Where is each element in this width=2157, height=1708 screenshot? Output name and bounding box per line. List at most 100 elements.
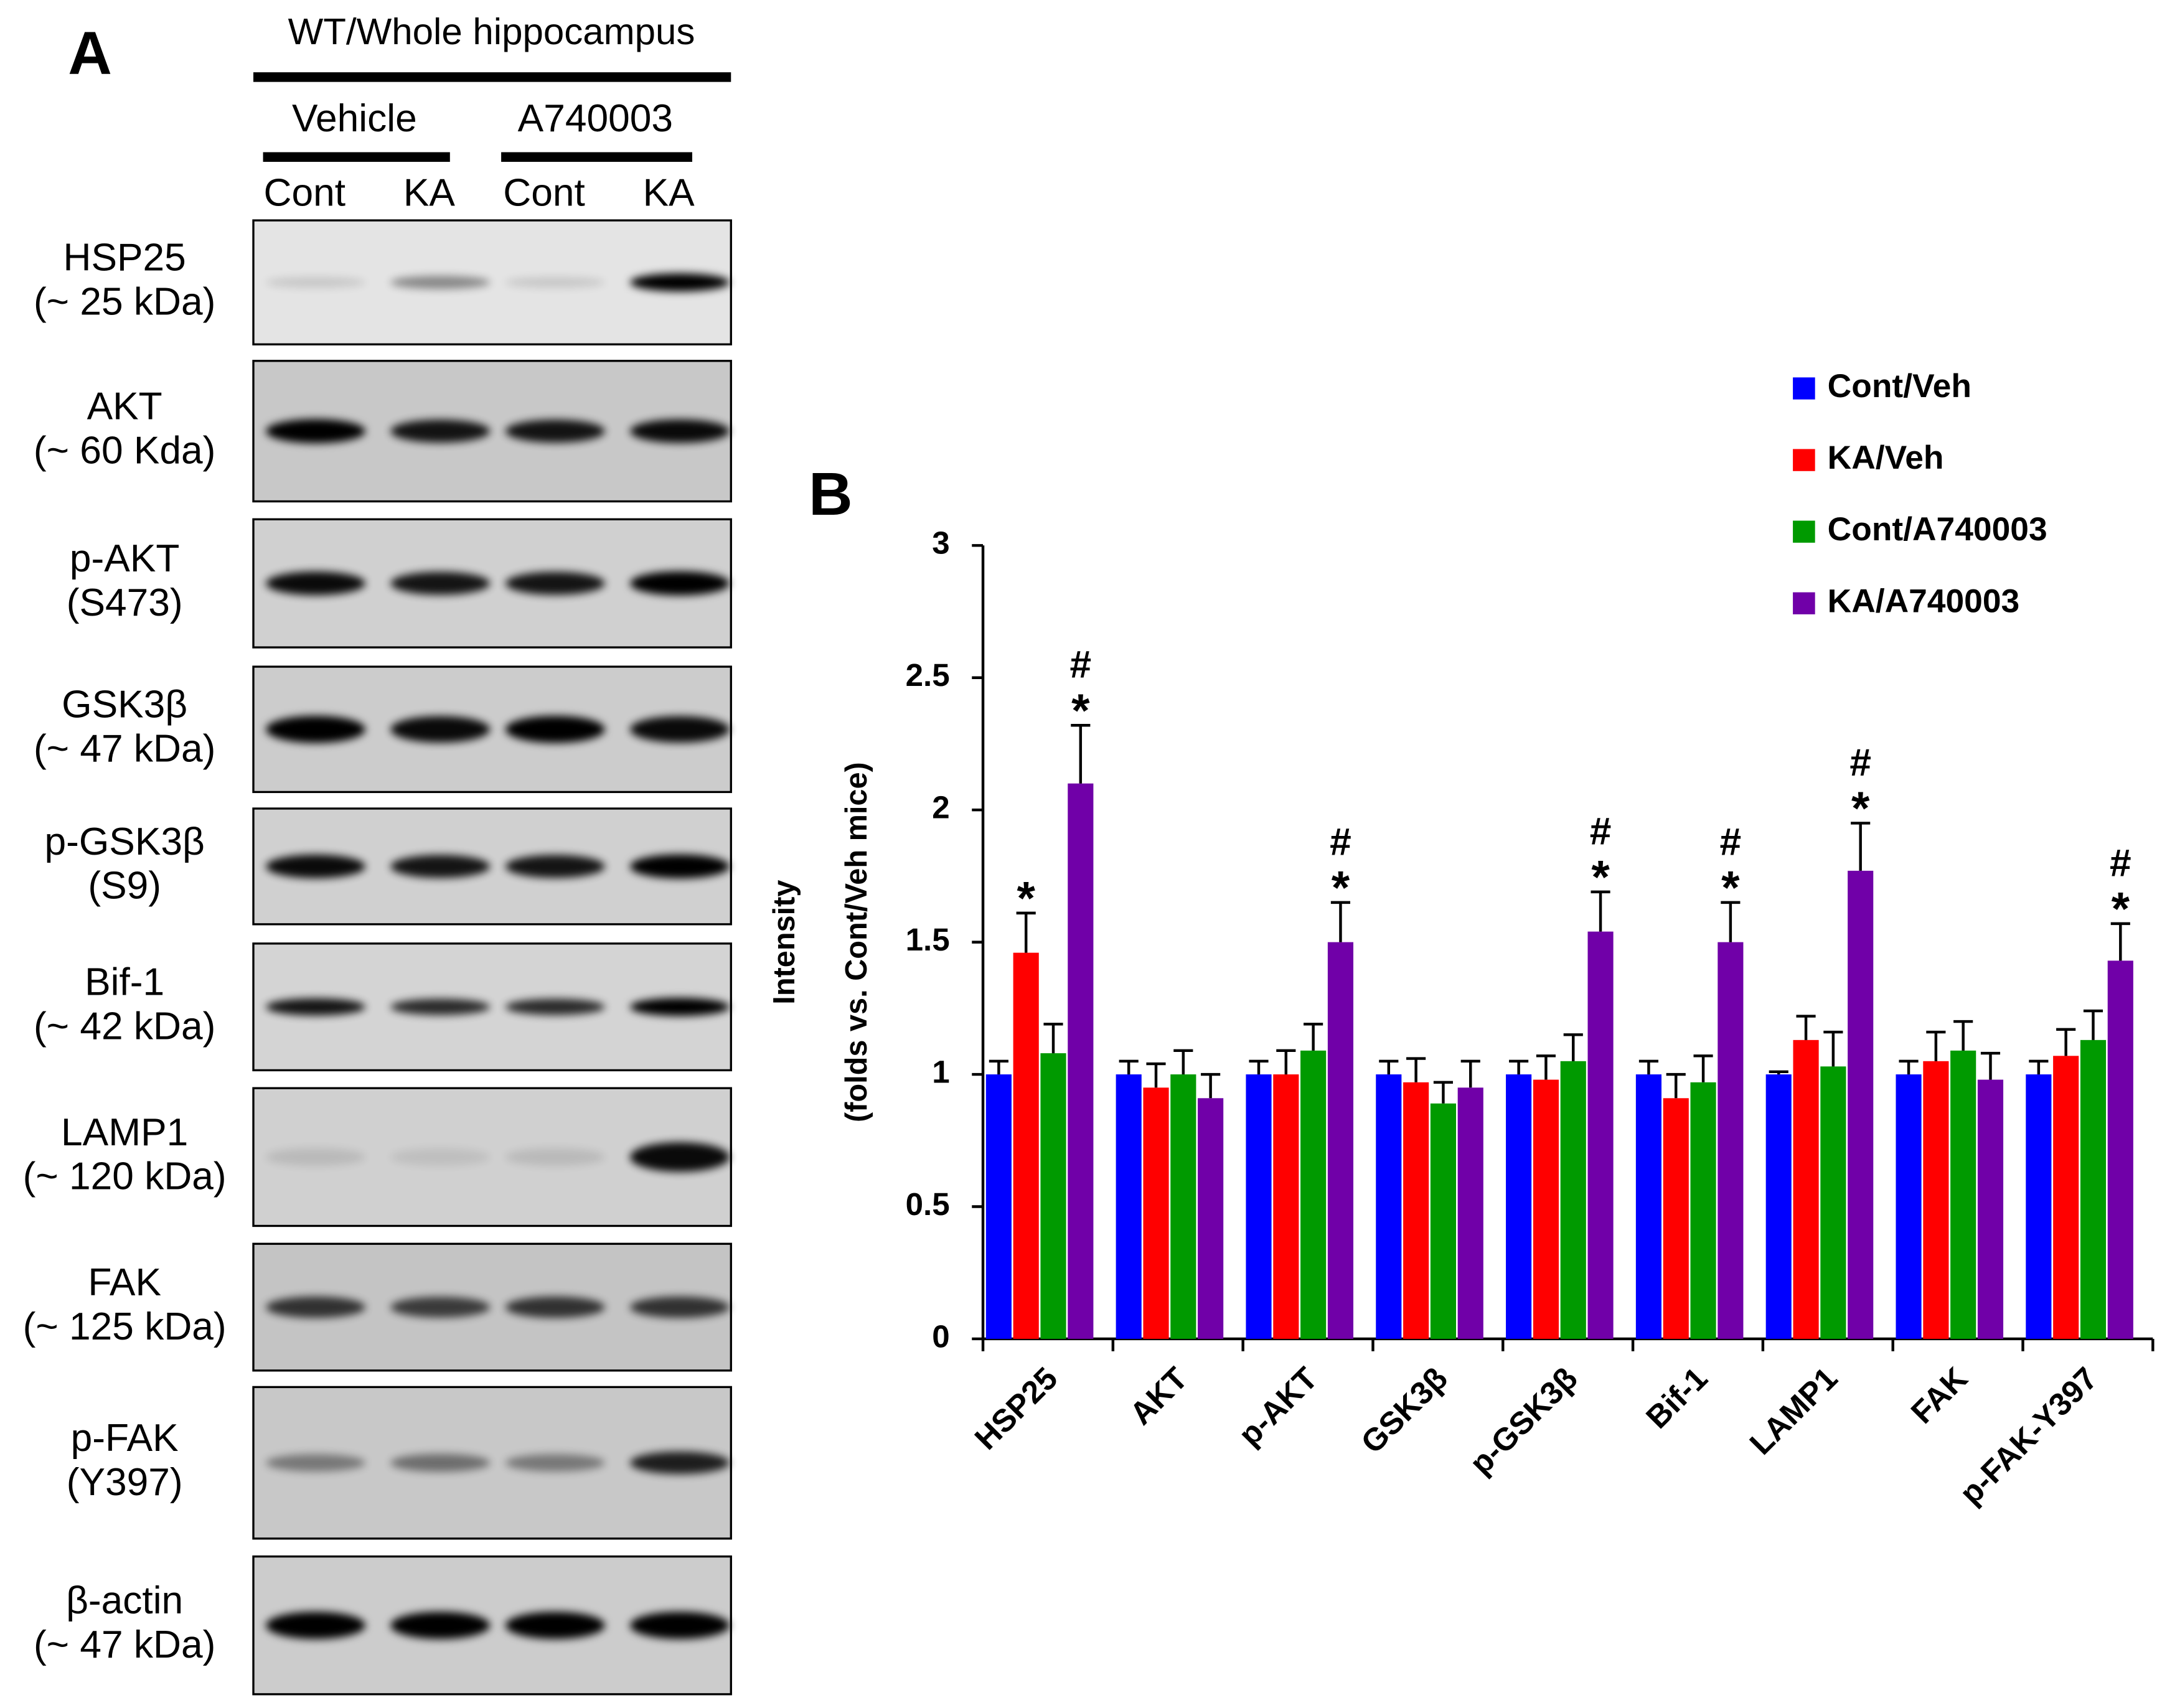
band <box>505 276 605 288</box>
bar <box>1533 1079 1559 1339</box>
error-bar <box>1721 901 1741 942</box>
error-bar <box>1071 724 1091 784</box>
error-bar <box>1119 1059 1139 1075</box>
band <box>266 571 366 596</box>
band <box>266 1148 366 1166</box>
error-bar <box>2083 1009 2103 1040</box>
bar <box>1506 1074 1532 1339</box>
significance-mark: * <box>2112 883 2130 935</box>
error-bar <box>1509 1059 1529 1075</box>
band <box>629 1296 730 1318</box>
protein-label: LAMP1 <box>61 1111 188 1154</box>
band <box>629 854 730 879</box>
error-bar <box>1693 1054 1713 1082</box>
error-bar <box>1276 1049 1296 1075</box>
band <box>629 1451 730 1475</box>
protein-label: AKT <box>87 385 162 428</box>
bar <box>1820 1066 1846 1339</box>
error-bar <box>1953 1020 1973 1051</box>
band <box>629 419 730 443</box>
bar <box>1430 1103 1457 1339</box>
protein-label: p-AKT <box>70 537 179 580</box>
legend-swatch <box>1793 377 1815 400</box>
x-tick-label: p-GSK3β <box>1463 1361 1584 1481</box>
y-tick-label: 0.5 <box>906 1186 950 1222</box>
band <box>505 571 605 595</box>
band <box>390 571 491 595</box>
protein-size: (S473) <box>67 581 183 624</box>
band <box>629 1612 730 1640</box>
error-bar <box>1146 1062 1166 1088</box>
x-tick-label: FAK <box>1904 1360 1975 1430</box>
band <box>505 1453 605 1472</box>
band <box>390 716 491 743</box>
error-bar <box>1460 1059 1480 1088</box>
error-bar <box>1796 1015 1816 1040</box>
lane-label: Cont <box>264 172 346 215</box>
significance-mark: * <box>1851 782 1870 835</box>
panel-label: B <box>809 460 853 528</box>
y-tick-label: 2 <box>932 790 949 825</box>
band <box>629 273 730 292</box>
band <box>390 1612 491 1640</box>
error-bar <box>1406 1057 1426 1082</box>
y-tick-label: 1.5 <box>906 922 950 957</box>
band <box>505 1296 605 1318</box>
bar <box>1143 1087 1169 1339</box>
error-bar <box>1433 1081 1454 1104</box>
bar <box>1793 1039 1819 1339</box>
bar <box>2107 960 2133 1339</box>
error-bar <box>1926 1030 1946 1061</box>
bar <box>1587 931 1614 1339</box>
protein-label: p-GSK3β <box>45 820 205 863</box>
bar <box>2026 1074 2052 1339</box>
x-tick-label: Bif-1 <box>1639 1361 1714 1435</box>
error-bar <box>2110 922 2130 961</box>
protein-size: (Y397) <box>67 1461 183 1504</box>
bar <box>1977 1079 2004 1339</box>
legend-label: KA/Veh <box>1828 439 1944 476</box>
band <box>266 998 366 1016</box>
bar <box>1718 942 1744 1339</box>
band <box>629 571 730 596</box>
bar <box>1635 1074 1662 1339</box>
error-bar <box>1043 1023 1063 1054</box>
bar <box>1376 1074 1402 1339</box>
band <box>266 1612 366 1640</box>
error-bar <box>1666 1072 1686 1099</box>
legend-swatch <box>1793 592 1815 614</box>
lane-label: Cont <box>503 172 585 215</box>
bar <box>1896 1074 1922 1339</box>
bar <box>1560 1061 1586 1339</box>
x-tick-label: p-FAK-Y397 <box>1953 1361 2104 1511</box>
lane-label: KA <box>643 172 695 215</box>
protein-size: (S9) <box>88 865 161 908</box>
error-bar <box>1851 822 1871 871</box>
x-tick-label: AKT <box>1123 1361 1195 1432</box>
band <box>390 1148 491 1166</box>
band <box>505 715 605 743</box>
protein-size: (~ 60 Kda) <box>34 429 215 472</box>
bar <box>1765 1074 1792 1339</box>
legend-swatch <box>1793 520 1815 543</box>
x-tick-label: LAMP1 <box>1743 1361 1844 1462</box>
bar <box>1198 1098 1224 1339</box>
error-bar <box>1980 1051 2001 1080</box>
protein-label: β-actin <box>66 1579 183 1622</box>
error-bar <box>1563 1033 1583 1061</box>
bar <box>2080 1039 2107 1339</box>
band <box>390 1297 491 1318</box>
error-bar <box>1638 1059 1659 1075</box>
bar <box>1300 1050 1327 1339</box>
band <box>266 1453 366 1472</box>
band <box>390 855 491 878</box>
bar <box>1273 1074 1299 1339</box>
significance-mark: # <box>1720 820 1742 863</box>
protein-size: (~ 125 kDa) <box>23 1305 227 1348</box>
bar <box>2053 1056 2079 1339</box>
panel-label: A <box>68 19 112 87</box>
band <box>266 1296 366 1318</box>
bar <box>1013 952 1039 1339</box>
